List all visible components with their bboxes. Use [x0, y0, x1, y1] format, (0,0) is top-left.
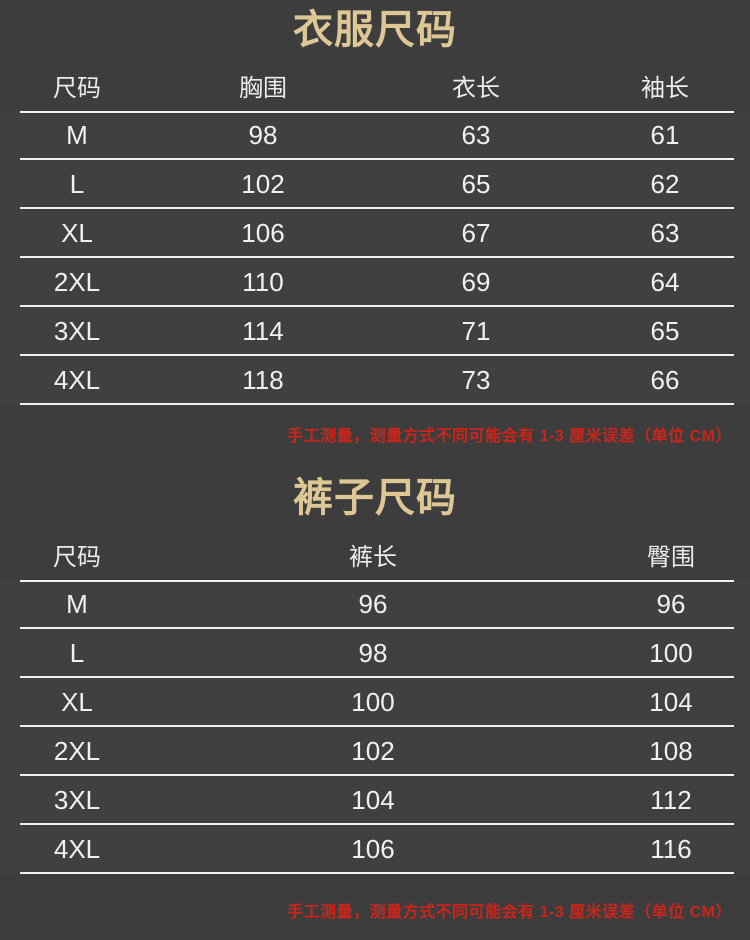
value-cell: 100 [351, 687, 395, 717]
size-cell: 3XL [53, 316, 101, 346]
column-header-chest: 胸围 [239, 75, 287, 102]
value-cell: 69 [461, 267, 491, 297]
value-cell: 98 [358, 638, 388, 668]
pants-table-header-row: 尺码 裤长 臀围 [0, 529, 750, 580]
size-cell: L [69, 169, 85, 199]
value-cell: 62 [650, 169, 680, 199]
value-cell: 102 [351, 736, 395, 766]
table-row: M 98 63 61 [0, 111, 750, 160]
value-cell: 96 [358, 589, 388, 619]
size-cell: 2XL [53, 736, 101, 766]
size-cell: 4XL [53, 365, 101, 395]
table-row: 2XL 102 108 [0, 727, 750, 776]
pants-size-title: 裤子尺码 [293, 476, 457, 520]
pants-table-body: M 96 96 L 98 100 XL 100 104 2XL 102 108 … [0, 580, 750, 874]
value-cell: 66 [650, 365, 680, 395]
value-cell: 96 [656, 589, 686, 619]
column-header-hip: 臀围 [647, 544, 695, 571]
value-cell: 63 [461, 120, 491, 150]
table-row: XL 106 67 63 [0, 209, 750, 258]
value-cell: 110 [242, 267, 284, 297]
value-cell: 67 [461, 218, 491, 248]
size-cell: M [66, 120, 88, 150]
value-cell: 61 [650, 120, 680, 150]
size-cell: L [69, 638, 85, 668]
table-row: XL 100 104 [0, 678, 750, 727]
column-header-length: 衣长 [452, 75, 500, 102]
value-cell: 112 [650, 785, 692, 815]
size-cell: 2XL [53, 267, 101, 297]
size-cell: 4XL [53, 834, 101, 864]
table-row: L 102 65 62 [0, 160, 750, 209]
table-row: 4XL 118 73 66 [0, 356, 750, 405]
column-header-pant-length: 裤长 [349, 544, 397, 571]
shirt-table-body: M 98 63 61 L 102 65 62 XL 106 67 63 2XL … [0, 111, 750, 405]
value-cell: 106 [241, 218, 285, 248]
table-row: L 98 100 [0, 629, 750, 678]
value-cell: 114 [242, 316, 284, 346]
value-cell: 98 [248, 120, 278, 150]
value-cell: 65 [461, 169, 491, 199]
value-cell: 108 [649, 736, 693, 766]
shirt-table-header-row: 尺码 胸围 衣长 袖长 [0, 60, 750, 111]
value-cell: 64 [650, 267, 680, 297]
table-row: M 96 96 [0, 580, 750, 629]
table-row: 3XL 114 71 65 [0, 307, 750, 356]
size-cell: XL [61, 218, 93, 248]
column-header-sleeve: 袖长 [641, 75, 689, 102]
measurement-note: 手工测量，测量方式不同可能会有 1-3 厘米误差（单位 CM） [287, 428, 732, 445]
value-cell: 65 [650, 316, 680, 346]
value-cell: 73 [461, 365, 491, 395]
value-cell: 63 [650, 218, 680, 248]
value-cell: 116 [650, 834, 692, 864]
value-cell: 100 [649, 638, 693, 668]
value-cell: 104 [351, 785, 395, 815]
value-cell: 71 [461, 316, 491, 346]
value-cell: 106 [351, 834, 395, 864]
column-header-size: 尺码 [53, 75, 101, 102]
value-cell: 118 [242, 365, 284, 395]
size-cell: 3XL [53, 785, 101, 815]
measurement-note: 手工测量，测量方式不同可能会有 1-3 厘米误差（单位 CM） [287, 904, 732, 921]
table-row: 3XL 104 112 [0, 776, 750, 825]
shirt-size-title: 衣服尺码 [293, 8, 457, 52]
value-cell: 102 [241, 169, 285, 199]
size-cell: M [66, 589, 88, 619]
column-header-size: 尺码 [53, 544, 101, 571]
table-row: 2XL 110 69 64 [0, 258, 750, 307]
value-cell: 104 [649, 687, 693, 717]
size-cell: XL [61, 687, 93, 717]
table-row: 4XL 106 116 [0, 825, 750, 874]
